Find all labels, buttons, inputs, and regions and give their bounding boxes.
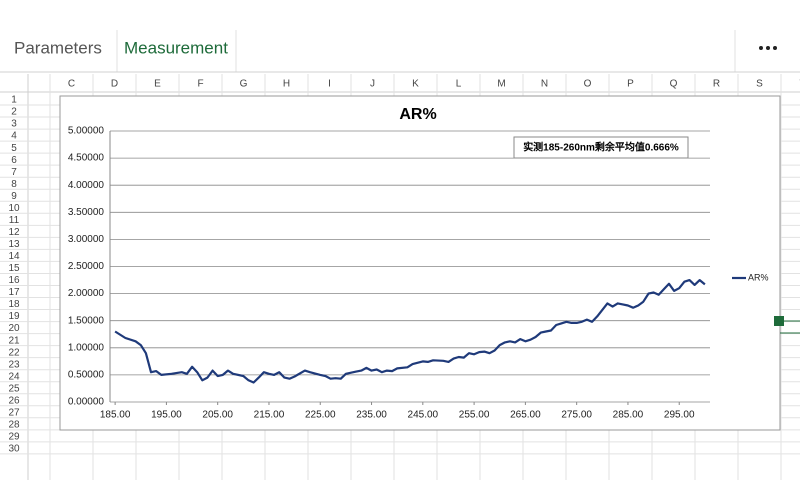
x-tick-label: 205.00 bbox=[202, 410, 233, 421]
row-number: 17 bbox=[8, 287, 20, 298]
column-header: O bbox=[584, 79, 592, 90]
row-number: 12 bbox=[8, 227, 20, 238]
column-header: J bbox=[370, 79, 375, 90]
more-menu[interactable] bbox=[759, 46, 777, 50]
row-number: 21 bbox=[8, 335, 20, 346]
column-header: C bbox=[68, 79, 75, 90]
x-tick-label: 225.00 bbox=[305, 410, 336, 421]
row-number: 29 bbox=[8, 431, 20, 442]
tab-bar bbox=[0, 0, 800, 72]
column-header: L bbox=[456, 79, 462, 90]
x-tick-label: 275.00 bbox=[561, 410, 592, 421]
y-tick-label: 4.50000 bbox=[68, 153, 105, 164]
row-number: 15 bbox=[8, 263, 20, 274]
y-tick-label: 5.00000 bbox=[68, 126, 105, 137]
x-tick-label: 265.00 bbox=[510, 410, 541, 421]
y-tick-label: 2.00000 bbox=[68, 288, 105, 299]
dot bbox=[766, 46, 770, 50]
column-header: S bbox=[756, 79, 763, 90]
row-number: 19 bbox=[8, 311, 20, 322]
row-number: 26 bbox=[8, 395, 20, 406]
column-header: H bbox=[283, 79, 290, 90]
y-tick-label: 4.00000 bbox=[68, 180, 105, 191]
row-number: 23 bbox=[8, 359, 20, 370]
row-number: 5 bbox=[11, 143, 17, 154]
x-tick-label: 195.00 bbox=[151, 410, 182, 421]
selection-handle[interactable] bbox=[774, 316, 784, 326]
row-number: 20 bbox=[8, 323, 20, 334]
row-number: 9 bbox=[11, 191, 17, 202]
y-tick-label: 1.00000 bbox=[68, 342, 105, 353]
x-tick-label: 255.00 bbox=[459, 410, 490, 421]
annotation: 实测185-260nm剩余平均值0.666% bbox=[523, 141, 679, 154]
y-tick-label: 3.00000 bbox=[68, 234, 105, 245]
x-tick-label: 285.00 bbox=[613, 410, 644, 421]
row-number: 8 bbox=[11, 179, 17, 190]
row-number: 18 bbox=[8, 299, 20, 310]
column-header: G bbox=[240, 79, 248, 90]
column-header: M bbox=[497, 79, 505, 90]
column-header: D bbox=[111, 79, 118, 90]
column-header: Q bbox=[670, 79, 678, 90]
row-number: 14 bbox=[8, 251, 20, 262]
row-number: 13 bbox=[8, 239, 20, 250]
dot bbox=[773, 46, 777, 50]
row-number: 4 bbox=[11, 131, 17, 142]
y-tick-label: 3.50000 bbox=[68, 207, 105, 218]
row-number: 28 bbox=[8, 419, 20, 430]
row-number: 3 bbox=[11, 119, 17, 130]
row-number: 16 bbox=[8, 275, 20, 286]
chart-title: AR% bbox=[399, 106, 436, 123]
x-tick-label: 245.00 bbox=[408, 410, 439, 421]
y-tick-label: 0.50000 bbox=[68, 370, 105, 381]
x-tick-label: 185.00 bbox=[100, 410, 131, 421]
row-number: 11 bbox=[9, 215, 20, 226]
x-tick-label: 235.00 bbox=[356, 410, 387, 421]
row-number: 27 bbox=[8, 407, 20, 418]
column-header: E bbox=[154, 79, 161, 90]
data-line bbox=[114, 279, 706, 384]
x-tick-label: 295.00 bbox=[664, 410, 695, 421]
row-number: 6 bbox=[11, 155, 17, 166]
dot bbox=[759, 46, 763, 50]
column-header: F bbox=[197, 79, 203, 90]
row-number: 2 bbox=[11, 107, 17, 118]
row-number: 7 bbox=[11, 167, 17, 178]
row-number: 22 bbox=[8, 347, 20, 358]
y-tick-label: 1.50000 bbox=[68, 315, 105, 326]
column-header: K bbox=[412, 79, 419, 90]
y-tick-label: 2.50000 bbox=[68, 261, 105, 272]
column-header: I bbox=[328, 79, 331, 90]
chart: AR% 实测185-260nm剩余平均值0.666% 0.00000 0.5000… bbox=[68, 106, 769, 420]
tab[interactable]: Parameters bbox=[14, 38, 102, 57]
row-number: 10 bbox=[8, 203, 20, 214]
column-header: N bbox=[541, 79, 548, 90]
y-tick-label: 0.00000 bbox=[68, 397, 105, 408]
row-number: 24 bbox=[8, 371, 20, 382]
legend-label: AR% bbox=[748, 272, 769, 282]
row-number: 1 bbox=[11, 95, 17, 106]
row-number: 25 bbox=[8, 383, 20, 394]
x-tick-label: 215.00 bbox=[254, 410, 285, 421]
tab[interactable]: Measurement bbox=[124, 38, 228, 57]
row-number: 30 bbox=[8, 444, 20, 455]
column-header: R bbox=[713, 79, 720, 90]
column-header: P bbox=[627, 79, 634, 90]
